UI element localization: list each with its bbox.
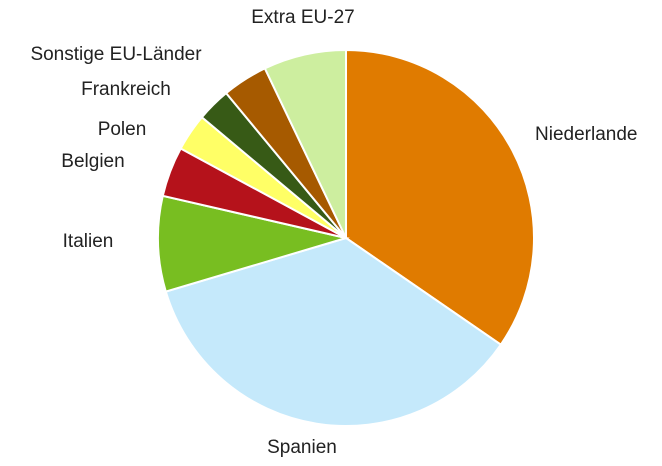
- slice-label: Extra EU-27: [251, 7, 354, 28]
- slice-label: Sonstige EU-Länder: [30, 44, 202, 65]
- slice-label: Polen: [98, 119, 147, 140]
- pie-slice: [345, 48, 535, 347]
- pie-slice: [164, 236, 503, 427]
- slice-label: Spanien: [267, 437, 337, 458]
- pie-slice: [263, 48, 347, 239]
- slice-label: Frankreich: [81, 79, 171, 100]
- slice-label: Belgien: [61, 151, 124, 172]
- pie-slice: [157, 194, 350, 293]
- slice-label: Italien: [63, 231, 114, 252]
- slice-label: Niederlande: [535, 124, 637, 145]
